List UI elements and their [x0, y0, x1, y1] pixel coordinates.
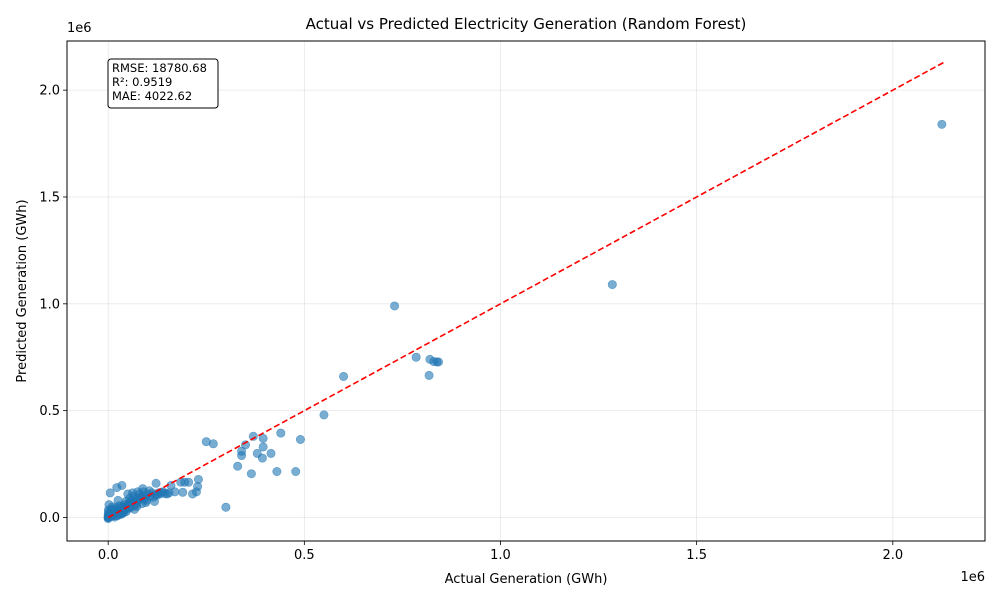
x-tick-label: 0.0 [98, 548, 119, 563]
data-points [103, 119, 947, 524]
data-point [266, 448, 276, 458]
grid [67, 41, 985, 541]
data-point [208, 439, 218, 449]
y-tick-label: 2.0 [39, 84, 60, 99]
data-point [319, 410, 329, 420]
x-axis-ticks: 0.0 0.5 1.0 1.5 2.0 [98, 541, 903, 563]
y-tick-label: 0.5 [39, 404, 60, 419]
data-point [151, 478, 161, 488]
data-point [248, 431, 258, 441]
stats-r2: R²: 0.9519 [112, 75, 172, 89]
data-point [411, 352, 421, 362]
y-axis-ticks: 0.0 0.5 1.0 1.5 2.0 [39, 84, 67, 526]
data-point [160, 489, 170, 499]
y-tick-label: 1.0 [39, 297, 60, 312]
x-axis-label: Actual Generation (GWh) [445, 572, 608, 587]
x-tick-label: 0.5 [294, 548, 315, 563]
data-point [258, 442, 268, 452]
data-point [237, 451, 247, 461]
x-tick-label: 1.0 [490, 548, 511, 563]
data-point [123, 489, 133, 499]
plot-frame [66, 40, 986, 542]
x-tick-label: 1.5 [686, 548, 707, 563]
plot-area [67, 41, 985, 541]
data-point [241, 440, 251, 450]
ideal-fit-line [107, 61, 945, 519]
data-point [390, 301, 400, 311]
data-point [937, 119, 947, 129]
data-point [221, 502, 231, 512]
data-point [112, 483, 122, 493]
data-point [105, 488, 115, 498]
chart-title: Actual vs Predicted Electricity Generati… [306, 15, 747, 33]
data-point [141, 498, 151, 508]
y-axis-offset-label: 1e6 [67, 21, 92, 36]
data-point [607, 280, 617, 290]
data-point [295, 435, 305, 445]
data-point [291, 467, 301, 477]
data-point [246, 469, 256, 479]
data-point [178, 487, 188, 497]
stats-box: RMSE: 18780.68 R²: 0.9519 MAE: 4022.62 [107, 58, 219, 109]
stats-rmse: RMSE: 18780.68 [112, 61, 207, 75]
y-tick-label: 0.0 [39, 511, 60, 526]
data-point [233, 461, 243, 471]
data-point [257, 453, 267, 463]
data-point [176, 477, 186, 487]
data-point [188, 489, 198, 499]
y-tick-label: 1.5 [39, 190, 60, 205]
x-axis-offset-label: 1e6 [960, 570, 985, 585]
y-axis-label: Predicted Generation (GWh) [15, 199, 30, 382]
data-point [434, 357, 444, 367]
stats-mae: MAE: 4022.62 [112, 89, 192, 103]
data-point [339, 371, 349, 381]
stats-box-frame [107, 58, 219, 109]
x-tick-label: 2.0 [882, 548, 903, 563]
data-point [272, 467, 282, 477]
data-point [424, 370, 434, 380]
data-point [276, 428, 286, 438]
